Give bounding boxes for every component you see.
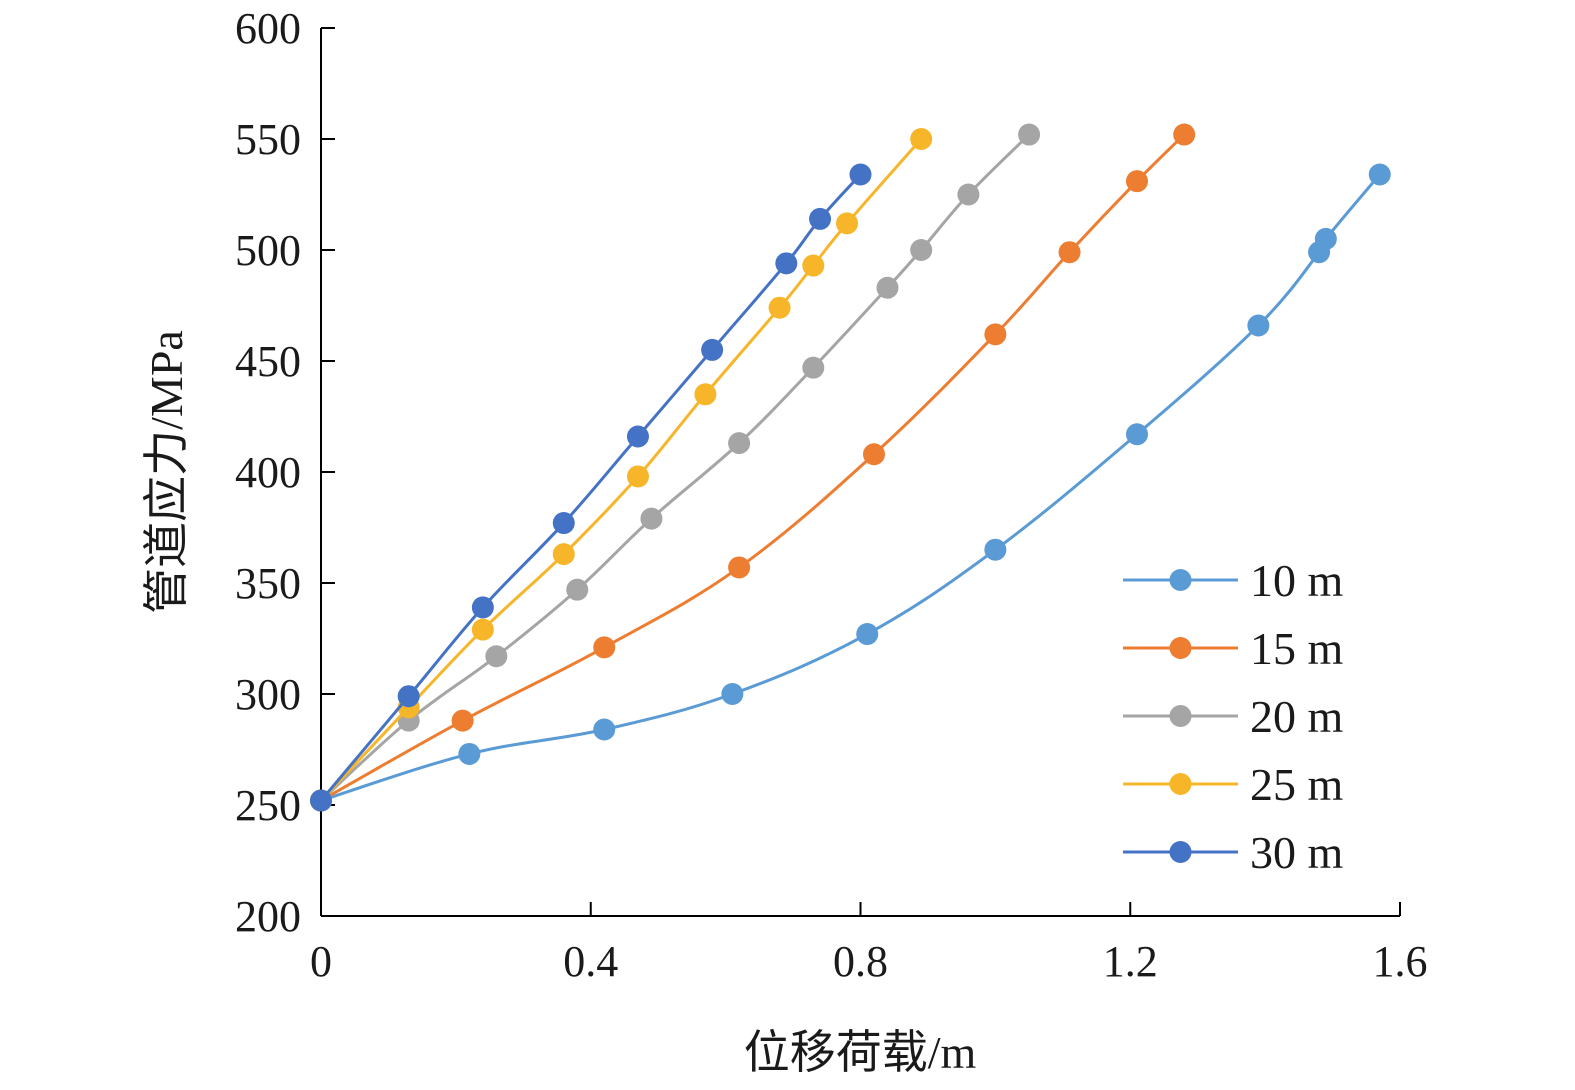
data-point xyxy=(721,683,744,705)
data-point xyxy=(775,252,798,275)
data-point xyxy=(626,465,649,488)
series-line xyxy=(319,173,862,803)
legend-marker xyxy=(1169,569,1192,591)
y-tick-label: 450 xyxy=(235,337,301,386)
data-point xyxy=(802,254,825,277)
legend-item: 30 m xyxy=(1123,827,1344,878)
x-tick-label: 0.8 xyxy=(833,937,888,986)
y-ticks: 200 250 300 350 400 450 500 550 600 xyxy=(235,4,335,941)
data-point xyxy=(984,323,1007,346)
x-tick-label: 1.2 xyxy=(1103,937,1158,986)
data-point xyxy=(1125,170,1148,193)
data-point xyxy=(876,276,899,299)
data-point xyxy=(451,709,474,732)
legend: 10 m 15 m 20 m 25 m 30 m xyxy=(1123,555,1344,878)
series-line xyxy=(319,137,923,803)
legend-item: 15 m xyxy=(1123,623,1344,674)
data-point xyxy=(910,128,933,150)
x-axis-title: 位移荷载/m xyxy=(744,1027,977,1078)
x-tick-label: 1.6 xyxy=(1373,937,1428,986)
data-point xyxy=(862,443,885,466)
series-line xyxy=(319,133,1031,803)
data-point xyxy=(694,383,717,406)
data-point xyxy=(1247,314,1270,337)
data-point xyxy=(640,507,663,530)
data-point xyxy=(626,425,649,448)
data-point xyxy=(397,685,420,708)
series-layer xyxy=(310,123,1391,812)
y-tick-label: 400 xyxy=(235,448,301,497)
data-point xyxy=(552,512,575,535)
legend-label: 25 m xyxy=(1250,759,1344,810)
data-point xyxy=(836,212,859,235)
legend-label: 10 m xyxy=(1250,555,1344,606)
data-point xyxy=(1018,123,1041,146)
y-tick-label: 600 xyxy=(235,4,301,53)
data-point xyxy=(910,239,933,261)
data-point xyxy=(701,338,724,361)
legend-item: 25 m xyxy=(1123,759,1344,810)
data-point xyxy=(1173,123,1196,146)
y-tick-label: 200 xyxy=(235,892,301,941)
y-axis-title: 管道应力/MPa xyxy=(141,330,192,614)
data-point xyxy=(768,296,791,319)
series-3 xyxy=(310,128,933,812)
data-point xyxy=(728,556,751,579)
data-point xyxy=(471,618,494,641)
legend-marker xyxy=(1169,773,1192,795)
x-tick-label: 0.4 xyxy=(563,937,618,986)
data-point xyxy=(1058,241,1081,264)
data-point xyxy=(856,623,879,646)
data-point xyxy=(552,543,575,566)
axes xyxy=(320,28,1400,917)
data-point xyxy=(984,538,1007,561)
data-point xyxy=(593,718,616,741)
data-point xyxy=(310,789,332,812)
legend-marker xyxy=(1169,637,1192,659)
data-point xyxy=(471,596,494,619)
x-tick-label: 0 xyxy=(310,937,332,986)
data-point xyxy=(458,742,481,765)
y-tick-label: 300 xyxy=(235,670,301,719)
data-point xyxy=(566,578,589,601)
legend-item: 20 m xyxy=(1123,691,1344,742)
series-4 xyxy=(310,163,872,812)
legend-marker xyxy=(1169,705,1192,727)
data-point xyxy=(1125,423,1148,446)
data-point xyxy=(849,163,872,186)
data-point xyxy=(593,636,616,659)
series-1 xyxy=(310,123,1196,812)
legend-label: 15 m xyxy=(1250,623,1344,674)
x-ticks: 0 0.4 0.8 1.2 1.6 xyxy=(310,902,1428,986)
legend-marker xyxy=(1169,841,1192,863)
y-tick-label: 500 xyxy=(235,226,301,275)
data-point xyxy=(1314,227,1337,250)
legend-label: 30 m xyxy=(1250,827,1344,878)
series-line xyxy=(319,133,1186,803)
legend-label: 20 m xyxy=(1250,691,1344,742)
data-point xyxy=(728,432,751,455)
series-2 xyxy=(310,123,1041,812)
data-point xyxy=(485,645,508,668)
series-line xyxy=(319,173,1382,803)
legend-item: 10 m xyxy=(1123,555,1344,606)
y-tick-label: 550 xyxy=(235,115,301,164)
y-tick-label: 350 xyxy=(235,559,301,608)
data-point xyxy=(957,183,980,206)
data-point xyxy=(809,207,832,230)
data-point xyxy=(1368,163,1391,186)
data-point xyxy=(802,356,825,379)
y-tick-label: 250 xyxy=(235,781,301,830)
